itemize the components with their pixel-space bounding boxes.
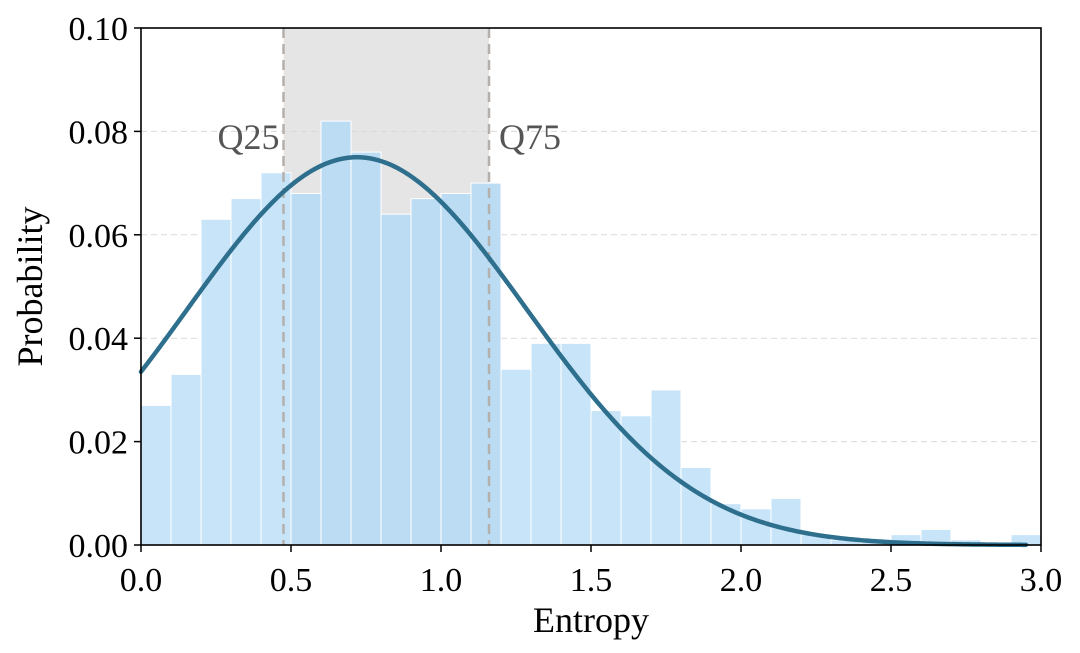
y-tick-label: 0.02	[69, 425, 129, 462]
x-tick-label: 2.0	[720, 562, 763, 599]
histogram-bar	[440, 192, 472, 546]
histogram-bar	[230, 198, 262, 546]
x-axis-title: Entropy	[533, 600, 649, 640]
histogram-bar	[260, 172, 292, 546]
histogram-bar	[410, 198, 442, 546]
y-axis-title: Probability	[10, 207, 50, 367]
histogram-bar	[320, 120, 352, 546]
y-tick-label: 0.10	[69, 11, 129, 48]
y-tick-label: 0.08	[69, 114, 129, 151]
y-tick-label: 0.06	[69, 218, 129, 255]
quantile-lines-layer	[282, 28, 491, 545]
histogram-bar	[680, 466, 712, 546]
histogram-bar	[590, 410, 622, 546]
density-curve	[138, 154, 1029, 548]
histogram-bar	[350, 151, 382, 546]
histogram-bar	[380, 213, 412, 546]
histogram-bar	[290, 192, 322, 546]
quantile-labels-layer: Q25 Q75	[218, 117, 562, 157]
histogram-bar	[770, 497, 802, 546]
x-tick-label: 1.5	[570, 562, 613, 599]
histogram-bar	[530, 342, 562, 546]
histogram-bar	[140, 404, 172, 546]
x-tick-label: 0.0	[120, 562, 163, 599]
density-curve-layer	[138, 154, 1029, 548]
histogram-bar	[620, 415, 652, 546]
x-tick-label: 0.5	[270, 562, 313, 599]
histogram-bar	[650, 389, 682, 546]
bars-layer	[140, 120, 1042, 546]
quantile-label-q75: Q75	[499, 117, 561, 157]
x-tick-label: 1.0	[420, 562, 463, 599]
histogram-bar	[500, 368, 532, 546]
ticks-layer: 0.0 0.5 1.0 1.5 2.0 2.5 3.0 0.00 0.02 0.04 0.06 0.0…	[69, 11, 1063, 599]
quantile-label-q25: Q25	[218, 117, 280, 157]
y-tick-label: 0.00	[69, 528, 129, 565]
histogram-bar	[170, 373, 202, 546]
x-tick-label: 3.0	[1020, 562, 1063, 599]
x-tick-label: 2.5	[870, 562, 913, 599]
y-tick-label: 0.04	[69, 321, 129, 358]
